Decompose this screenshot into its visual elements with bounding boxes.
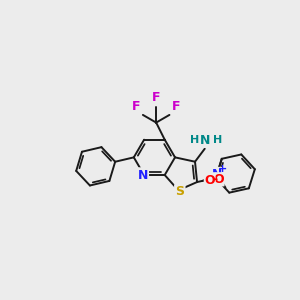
Text: F: F: [132, 100, 140, 113]
Text: N: N: [200, 134, 211, 147]
Text: N: N: [212, 168, 222, 181]
Text: O: O: [204, 174, 215, 187]
Text: H: H: [190, 135, 200, 145]
Text: F: F: [172, 100, 180, 113]
Text: F: F: [152, 91, 161, 104]
Text: +: +: [218, 164, 227, 174]
Text: -: -: [212, 172, 217, 185]
Text: S: S: [175, 185, 184, 198]
Text: O: O: [213, 173, 224, 186]
Text: H: H: [213, 135, 222, 145]
Text: N: N: [137, 169, 148, 182]
